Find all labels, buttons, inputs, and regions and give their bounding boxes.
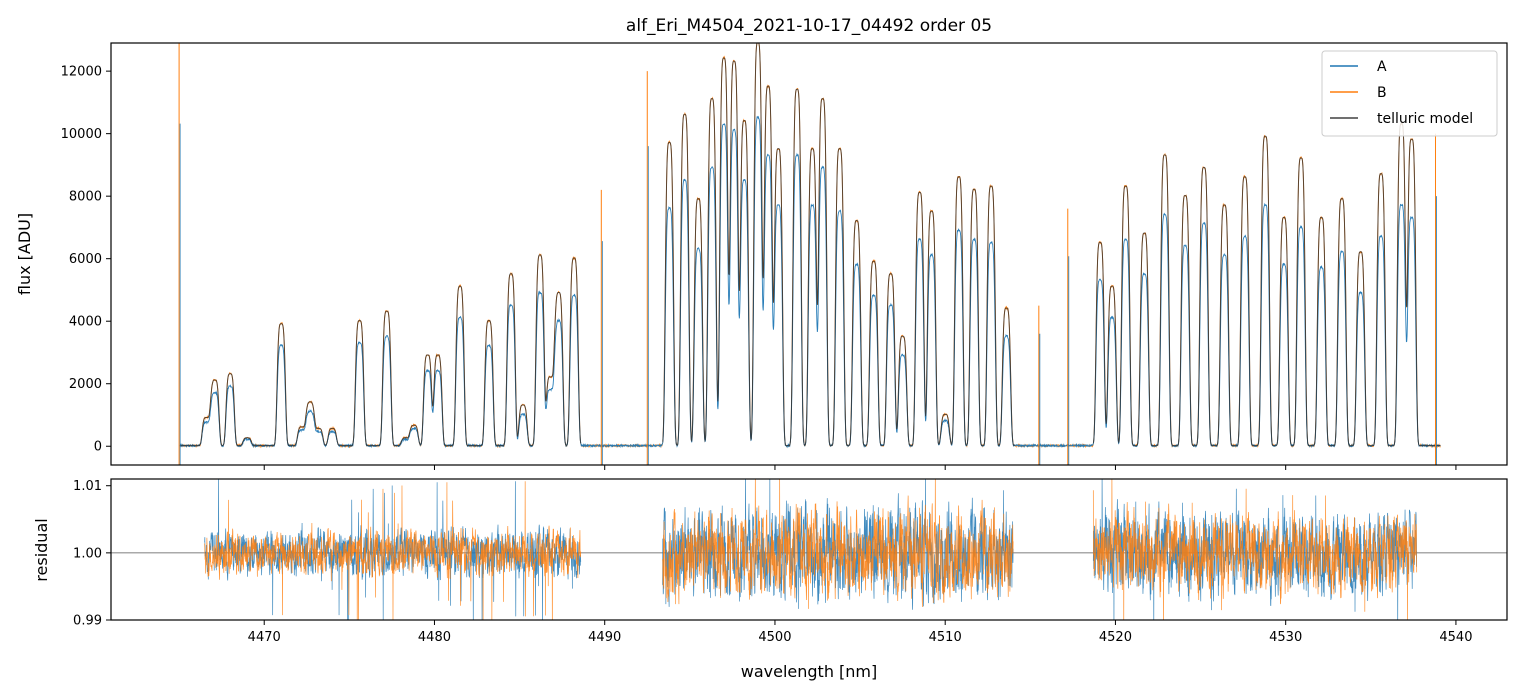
bottom-y-tick-label: 0.99 — [73, 614, 102, 629]
legend-label-a: A — [1377, 59, 1387, 75]
top-plot-area — [178, 43, 1441, 465]
chart-title: alf_Eri_M4504_2021-10-17_04492 order 05 — [626, 16, 992, 36]
bottom-x-tick-label: 4500 — [758, 630, 791, 645]
top-y-tick-label: 2000 — [69, 377, 102, 392]
bottom-panel: 0.99 1.00 1.01 4470 4480 4490 4500 4510 4520 453… — [32, 478, 1508, 681]
residual-b-line — [204, 479, 1418, 620]
bottom-x-tick-label: 4530 — [1269, 630, 1302, 645]
legend-box — [1321, 50, 1498, 137]
top-y-tick-label: 8000 — [69, 190, 102, 205]
telluric-model-line — [179, 43, 1441, 447]
bottom-y-tick-label: 1.01 — [73, 479, 102, 494]
bottom-x-tick-label: 4520 — [1099, 630, 1132, 645]
bottom-x-tick-label: 4480 — [418, 630, 451, 645]
bottom-axes-frame — [110, 478, 1508, 621]
bottom-x-tick-label: 4470 — [248, 630, 281, 645]
legend-label-b: B — [1377, 85, 1387, 101]
top-y-tick-label: 6000 — [69, 252, 102, 267]
top-x-axis — [263, 465, 1457, 470]
bottom-plot-area — [111, 479, 1507, 620]
bottom-x-tick-label: 4510 — [929, 630, 962, 645]
top-panel: 0 2000 4000 6000 8000 10000 12000 flux [ADU] A… — [15, 42, 1508, 470]
top-y-tick-label: 10000 — [61, 127, 102, 142]
legend-label-telluric: telluric model — [1377, 111, 1473, 127]
bottom-x-tick-label: 4540 — [1439, 630, 1472, 645]
bottom-x-tick-label: 4490 — [588, 630, 621, 645]
series-b-line — [179, 43, 1441, 449]
bottom-y-axis: 0.99 1.00 1.01 — [73, 479, 111, 629]
legend: A B telluric model — [1321, 50, 1498, 137]
top-y-axis: 0 2000 4000 6000 8000 10000 12000 — [61, 65, 111, 455]
top-y-tick-label: 0 — [94, 440, 102, 455]
top-y-axis-label: flux [ADU] — [15, 213, 34, 295]
top-axes-frame — [110, 42, 1508, 466]
bottom-y-tick-label: 1.00 — [73, 546, 102, 561]
bottom-y-axis-label: residual — [32, 518, 51, 581]
bottom-x-axis: 4470 4480 4490 4500 4510 4520 4530 4540 — [248, 620, 1472, 645]
top-y-tick-label: 4000 — [69, 315, 102, 330]
x-axis-label: wavelength [nm] — [741, 662, 878, 681]
top-y-tick-label: 12000 — [61, 65, 102, 80]
